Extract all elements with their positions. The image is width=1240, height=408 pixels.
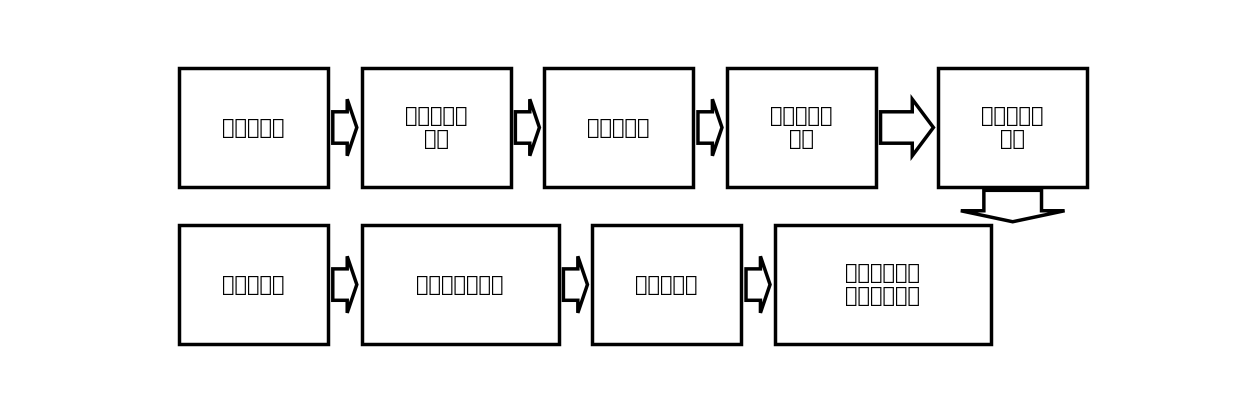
FancyBboxPatch shape xyxy=(179,68,327,187)
Polygon shape xyxy=(698,99,722,156)
Text: 建立气管树: 建立气管树 xyxy=(588,118,650,137)
Text: 提取气管中
心线: 提取气管中 心线 xyxy=(404,106,467,149)
Text: 根据气管肺段
命名划分血管: 根据气管肺段 命名划分血管 xyxy=(846,263,920,306)
Polygon shape xyxy=(332,256,357,313)
FancyBboxPatch shape xyxy=(544,68,693,187)
Polygon shape xyxy=(332,99,357,156)
FancyBboxPatch shape xyxy=(775,225,991,344)
Text: 血管分割图: 血管分割图 xyxy=(222,275,285,295)
FancyBboxPatch shape xyxy=(179,225,327,344)
Polygon shape xyxy=(746,256,770,313)
Polygon shape xyxy=(563,256,588,313)
FancyBboxPatch shape xyxy=(727,68,875,187)
Text: 按肺叶划分
气管: 按肺叶划分 气管 xyxy=(770,106,832,149)
Polygon shape xyxy=(961,190,1065,222)
FancyBboxPatch shape xyxy=(939,68,1087,187)
Polygon shape xyxy=(516,99,539,156)
FancyBboxPatch shape xyxy=(362,225,558,344)
FancyBboxPatch shape xyxy=(362,68,511,187)
Text: 按肺段命名
气管: 按肺段命名 气管 xyxy=(981,106,1044,149)
Text: 建立血管树: 建立血管树 xyxy=(635,275,698,295)
Polygon shape xyxy=(880,99,934,156)
FancyBboxPatch shape xyxy=(593,225,742,344)
Text: 提取血管中心线: 提取血管中心线 xyxy=(417,275,503,295)
Text: 气管分割图: 气管分割图 xyxy=(222,118,285,137)
